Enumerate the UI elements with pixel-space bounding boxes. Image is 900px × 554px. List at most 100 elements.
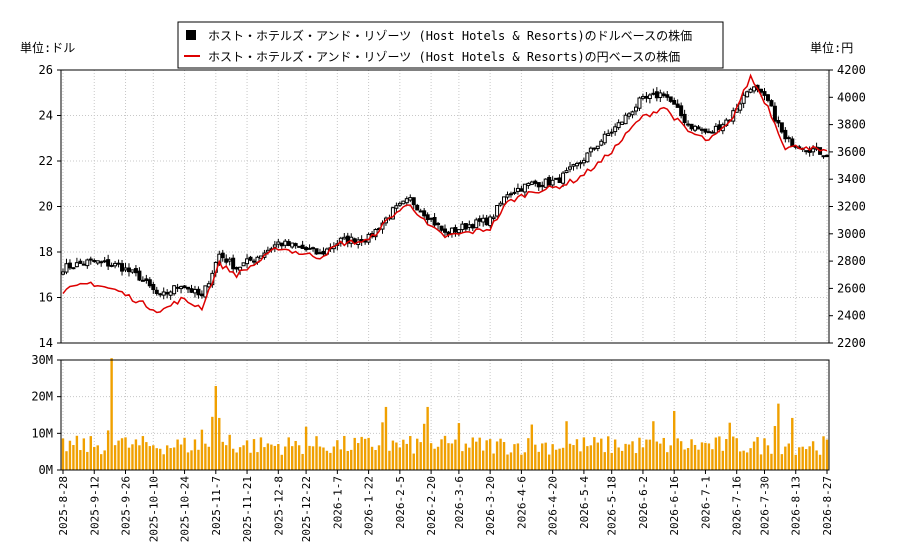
left-tick-label: 14	[39, 336, 53, 350]
candle-body	[390, 207, 395, 220]
candle-body	[186, 286, 191, 290]
volume-bar	[613, 439, 617, 470]
candle-body	[682, 113, 687, 124]
volume-bar	[478, 437, 481, 470]
volume-bar	[804, 449, 808, 470]
volume-bar	[68, 440, 72, 470]
candle-body	[634, 106, 638, 112]
volume-bar	[89, 436, 92, 470]
volume-bar	[440, 439, 443, 470]
volume-bar	[690, 439, 693, 470]
right-tick-label: 3800	[837, 118, 866, 132]
volume-bar	[718, 436, 721, 470]
candle-body	[602, 133, 607, 144]
candle-body	[644, 95, 649, 99]
volume-bar	[61, 438, 65, 470]
candle-body	[449, 227, 454, 235]
candle-body	[144, 278, 149, 281]
x-tick-label: 2026-5-18	[606, 476, 619, 536]
x-axis: 2025-8-28 2025-9-12 2025-9-26 2025-10-10 202…	[57, 470, 834, 542]
volume-bar	[450, 443, 454, 470]
candle-body	[189, 288, 194, 293]
volume-bar	[322, 447, 325, 470]
candle-body	[120, 263, 125, 272]
candle-body	[748, 88, 753, 93]
volume-bar	[704, 442, 707, 470]
x-tick-label: 2025-11-21	[241, 476, 254, 542]
volume-bar	[127, 447, 131, 470]
candle-body	[425, 214, 430, 221]
volume-bar	[329, 452, 332, 470]
candle-body	[554, 177, 559, 180]
volume-bar	[509, 452, 513, 470]
volume-bar	[221, 441, 224, 470]
candle-body	[623, 114, 628, 125]
candle-body	[529, 181, 534, 185]
candle-body	[765, 94, 770, 101]
volume-bar	[86, 451, 89, 470]
candle-body	[418, 210, 423, 213]
candle-body	[651, 92, 656, 95]
volume-bar	[412, 453, 415, 470]
candle-body	[321, 250, 326, 255]
candle-body	[408, 197, 413, 201]
candle-body	[95, 260, 100, 264]
candle-body	[759, 88, 764, 93]
candle-body	[248, 256, 253, 261]
volume-bar	[697, 449, 700, 470]
candle-body	[231, 257, 236, 270]
candle-body	[123, 267, 128, 271]
volume-bar	[464, 443, 468, 470]
volume-bar	[433, 448, 436, 470]
volume-bar	[732, 436, 735, 470]
candle-body	[561, 172, 566, 184]
volume-bar	[374, 449, 377, 470]
volume-bar	[808, 446, 811, 470]
candle-body	[488, 216, 493, 227]
volume-bar	[82, 438, 86, 470]
volume-bar	[176, 439, 179, 470]
volume-bar	[659, 443, 662, 470]
volume-bar	[117, 440, 120, 470]
volume-bar	[93, 446, 96, 470]
volume-bar	[235, 452, 238, 470]
volume-bar	[711, 449, 714, 470]
candle-body	[599, 140, 604, 146]
candle-body	[252, 260, 256, 263]
candle-body	[581, 159, 586, 164]
price-panel: 14 16 18 20 22 24 26 2200 2400 2600 2800 3000 3200 34…	[39, 63, 866, 350]
volume-bar	[360, 436, 363, 470]
volume-bar	[273, 445, 277, 470]
volume-bar	[822, 436, 825, 470]
candle-body	[658, 92, 663, 99]
candle-body	[613, 126, 618, 133]
volume-bar	[190, 450, 193, 470]
volume-bar	[547, 454, 551, 470]
volume-tick-label: 30M	[31, 353, 53, 367]
volume-bar	[544, 442, 547, 470]
candle-body	[304, 247, 309, 251]
volume-bar	[291, 446, 294, 470]
candle-body	[505, 194, 510, 198]
volume-bar	[634, 453, 638, 470]
volume-bar	[72, 445, 75, 470]
candle-body	[300, 244, 305, 249]
volume-bar	[794, 454, 797, 470]
volume-bar	[627, 444, 631, 470]
candle-body	[543, 178, 548, 188]
volume-bar	[395, 442, 398, 470]
volume-bar	[582, 437, 586, 470]
volume-bar	[398, 447, 402, 470]
volume-bar	[499, 438, 502, 470]
volume-bar	[124, 437, 127, 470]
candle-body	[706, 131, 711, 134]
candle-body	[85, 259, 90, 267]
volume-bar	[75, 435, 79, 470]
candle-body	[196, 288, 201, 296]
volume-bar	[100, 454, 103, 470]
candle-body	[526, 182, 531, 187]
volume-bar	[231, 448, 235, 470]
volume-bar	[558, 448, 561, 470]
candle-body	[439, 225, 444, 231]
x-tick-label: 2025-12-22	[300, 476, 313, 542]
